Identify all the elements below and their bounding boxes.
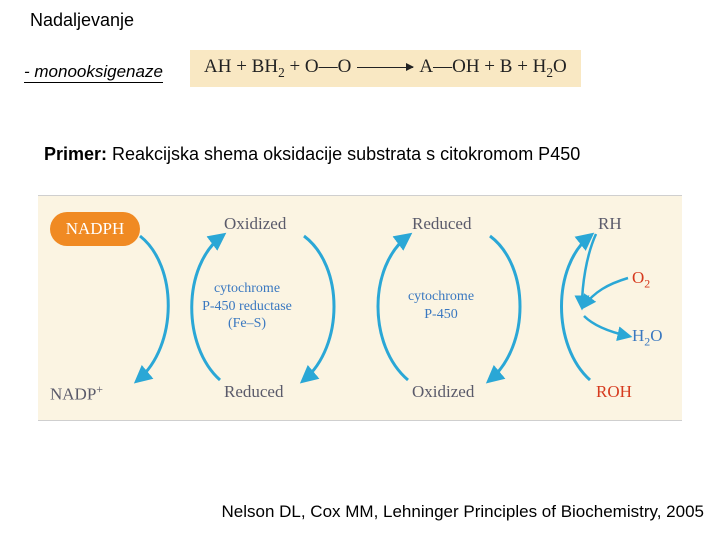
o2-label: O2: [632, 268, 650, 291]
rh-label: RH: [598, 214, 622, 234]
primer-text: Reakcijska shema oksidacije substrata s …: [112, 144, 580, 164]
page-title: Nadaljevanje: [30, 10, 134, 31]
h2o-label: H2O: [632, 326, 663, 349]
nadp-label: NADP+: [50, 382, 103, 405]
section-subtitle: - monooksigenaze: [24, 62, 163, 83]
enzyme2-label: cytochromeP-450: [386, 288, 496, 323]
citation-text: Nelson DL, Cox MM, Lehninger Principles …: [221, 502, 704, 522]
equation-box: AH + BH2 + O—OA—OH + B + H2O: [190, 50, 581, 87]
nadph-badge: NADPH: [50, 212, 140, 246]
reduced-b-label: Reduced: [412, 214, 471, 234]
oxidized-b-label: Oxidized: [412, 382, 474, 402]
primer-prefix: Primer:: [44, 144, 112, 164]
oxidized-a-label: Oxidized: [224, 214, 286, 234]
enzyme1-label: cytochromeP-450 reductase(Fe–S): [182, 280, 312, 333]
primer-line: Primer: Reakcijska shema oksidacije subs…: [44, 144, 580, 165]
reaction-diagram: NADPH NADP+ Oxidized Reduced Reduced Oxi…: [38, 195, 682, 421]
reduced-a-label: Reduced: [224, 382, 283, 402]
nadph-label: NADPH: [66, 219, 125, 239]
roh-label: ROH: [596, 382, 632, 402]
